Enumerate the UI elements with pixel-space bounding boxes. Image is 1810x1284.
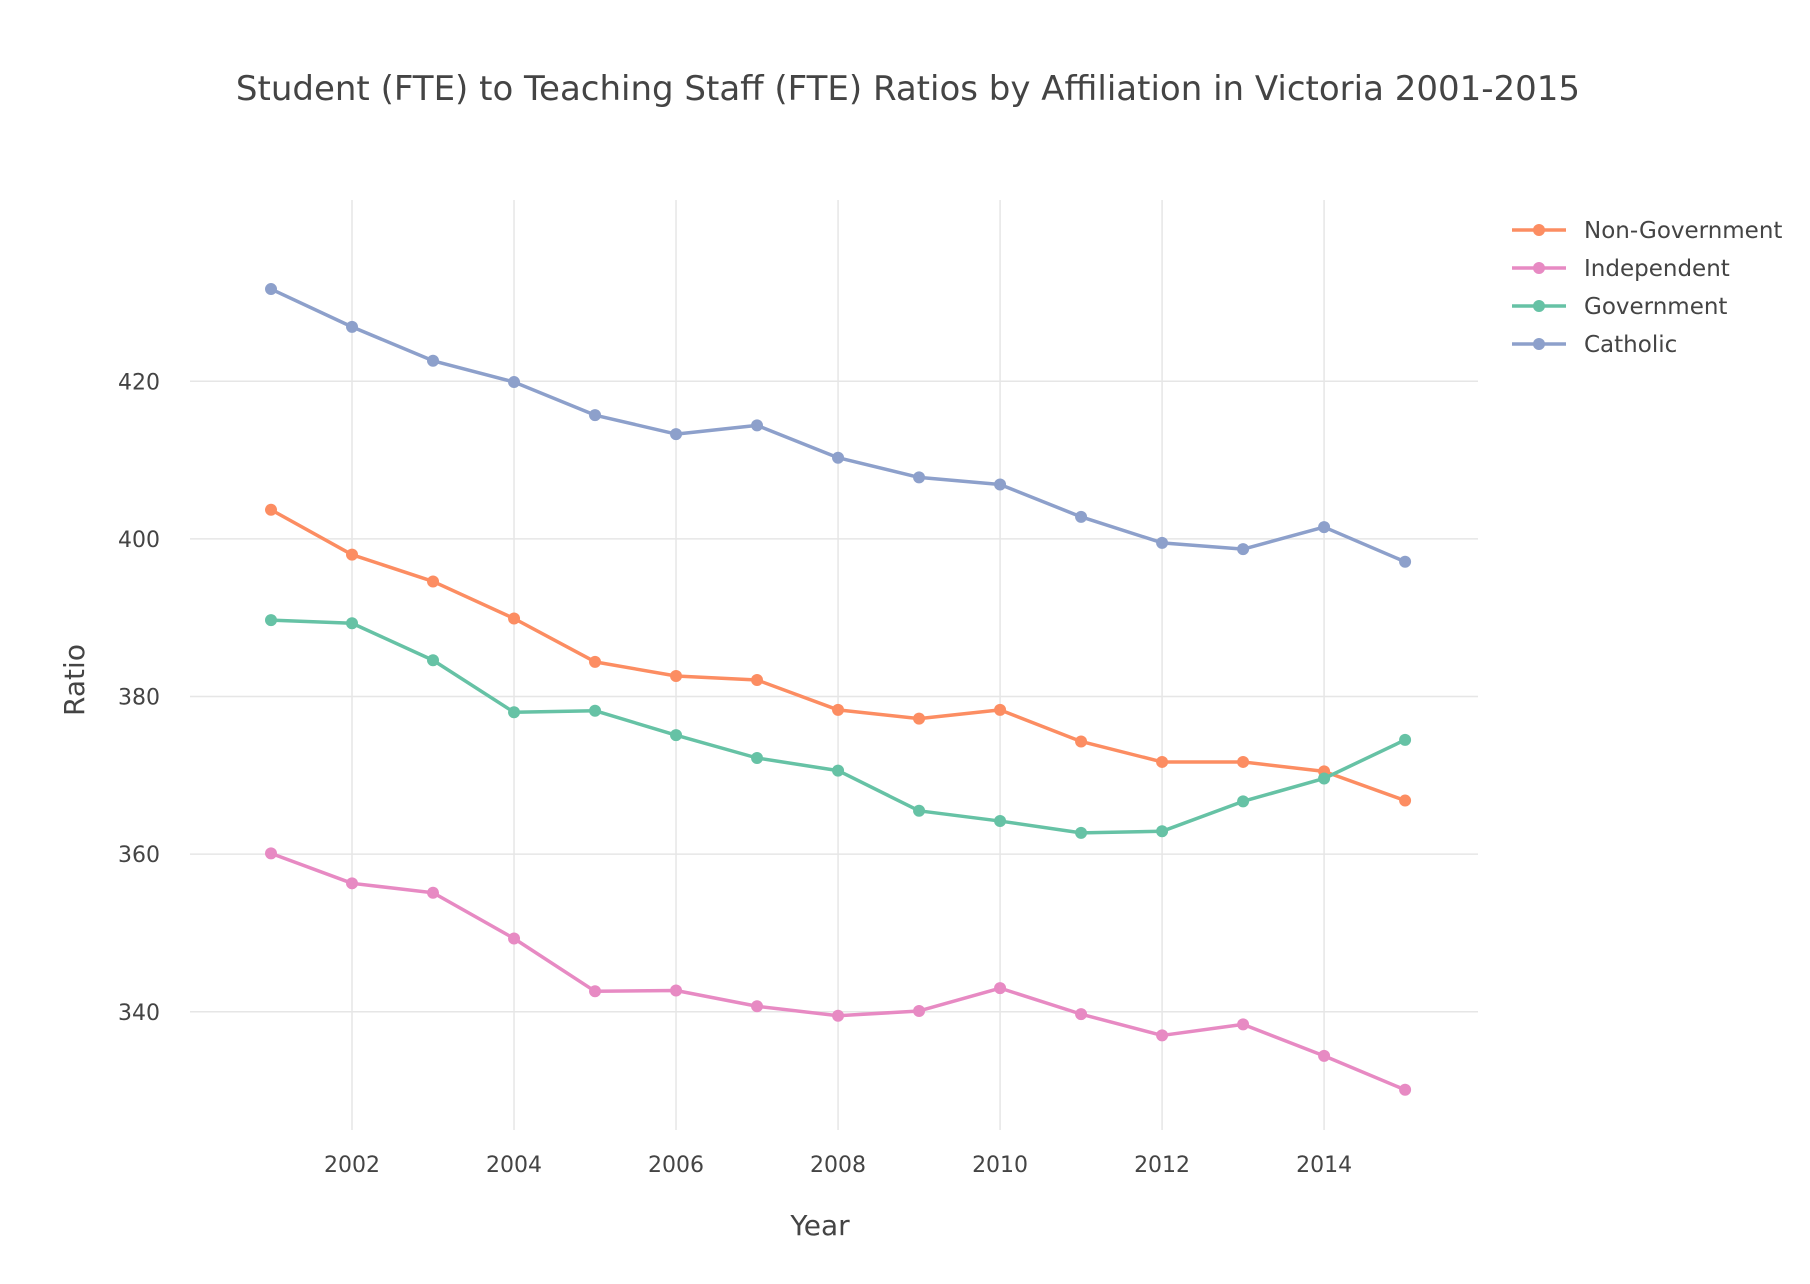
series-government [265,614,1412,839]
legend-marker [1533,338,1545,350]
data-point-independent [1399,1083,1412,1096]
data-point-government [994,815,1007,828]
data-point-catholic [670,428,683,441]
data-point-non-government [670,670,683,683]
data-point-government [1237,795,1250,808]
series-non-government [265,503,1412,807]
x-axis-ticks: 2002 2004 2006 2008 2010 2012 2014 [324,1153,1352,1178]
data-point-independent [994,982,1007,995]
data-point-non-government [832,703,845,716]
data-point-government [427,654,440,667]
data-point-catholic [1156,536,1169,549]
data-point-catholic [1318,521,1331,534]
legend-item-independent[interactable]: Independent [1512,256,1730,282]
legend-label: Catholic [1584,332,1677,358]
legend-item-government[interactable]: Government [1512,294,1727,320]
legend-marker [1533,262,1545,274]
series-layer [265,283,1412,1096]
data-point-independent [1237,1018,1250,1031]
data-point-catholic [1237,543,1250,556]
data-point-independent [751,1000,764,1013]
data-point-catholic [832,451,845,464]
data-point-non-government [346,548,359,561]
data-point-non-government [994,703,1007,716]
data-point-government [589,704,602,717]
data-point-government [346,617,359,630]
legend-item-non-government[interactable]: Non-Government [1512,218,1782,244]
data-point-catholic [751,419,764,432]
y-tick-label: 400 [118,528,160,553]
data-point-independent [508,932,521,945]
data-point-independent [1075,1008,1088,1021]
data-point-catholic [346,320,359,333]
chart-title: Student (FTE) to Teaching Staff (FTE) Ra… [236,69,1580,109]
y-tick-label: 420 [118,370,160,395]
gridlines [190,200,1478,1130]
data-point-government [670,729,683,742]
data-point-catholic [427,354,440,367]
data-point-independent [832,1009,845,1022]
data-point-government [1156,825,1169,838]
legend-label: Independent [1584,256,1730,282]
data-point-non-government [508,612,521,625]
data-point-government [265,614,278,627]
data-point-non-government [913,712,926,725]
data-point-catholic [589,409,602,422]
data-point-non-government [427,575,440,588]
legend: Non-Government Independent Government Catho… [1512,218,1782,358]
data-point-catholic [508,376,521,389]
data-point-government [832,764,845,777]
y-axis-title: Ratio [58,644,91,716]
x-tick-label: 2004 [486,1153,542,1178]
x-tick-label: 2002 [324,1153,380,1178]
data-point-catholic [994,478,1007,491]
data-point-independent [913,1004,926,1017]
y-axis-ticks: 340 360 380 400 420 [118,370,160,1026]
legend-marker [1533,224,1545,236]
data-point-non-government [1237,755,1250,768]
data-point-government [508,706,521,719]
x-tick-label: 2006 [648,1153,704,1178]
data-point-independent [265,847,278,860]
data-point-government [1075,826,1088,839]
data-point-independent [1318,1049,1331,1062]
data-point-catholic [1075,510,1088,523]
data-point-independent [670,984,683,997]
data-point-non-government [265,503,278,516]
data-point-independent [346,877,359,890]
data-point-government [751,752,764,764]
x-tick-label: 2014 [1296,1153,1352,1178]
data-point-non-government [1156,755,1169,768]
legend-label: Government [1584,294,1727,320]
data-point-non-government [1399,794,1412,807]
data-point-independent [589,985,602,998]
y-tick-label: 360 [118,843,160,868]
data-point-catholic [913,471,926,484]
data-point-catholic [1399,555,1412,568]
y-tick-label: 380 [118,686,160,711]
legend-item-catholic[interactable]: Catholic [1512,332,1677,358]
x-tick-label: 2012 [1134,1153,1190,1178]
data-point-government [1318,772,1331,785]
data-point-non-government [751,673,764,686]
y-tick-label: 340 [118,1001,160,1026]
x-tick-label: 2010 [972,1153,1028,1178]
x-axis-title: Year [789,1209,850,1242]
data-point-non-government [589,655,602,668]
data-point-non-government [1075,735,1088,748]
data-point-independent [1156,1029,1169,1042]
data-point-government [913,804,926,817]
legend-marker [1533,300,1545,312]
data-point-government [1399,733,1412,746]
x-tick-label: 2008 [810,1153,866,1178]
data-point-independent [427,886,440,899]
data-point-catholic [265,283,278,296]
legend-label: Non-Government [1584,218,1782,244]
series-catholic [265,283,1412,568]
series-independent [265,847,1412,1096]
